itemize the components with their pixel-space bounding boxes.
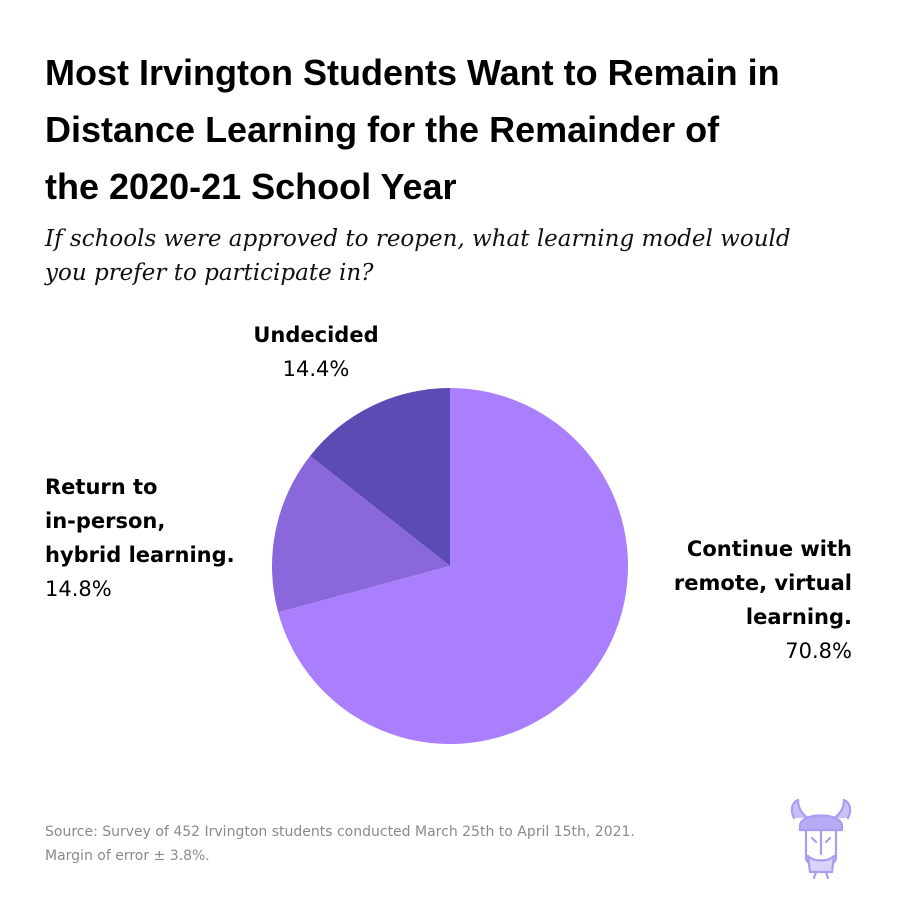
- chart-title-line: the 2020-21 School Year: [45, 166, 457, 207]
- slice-label-undecided: Undecided 14.4%: [246, 318, 386, 386]
- slice-label-value: 14.8%: [45, 577, 112, 601]
- chart-subtitle: If schools were approved to reopen, what…: [45, 222, 865, 290]
- slice-label-name-line: learning.: [745, 605, 852, 629]
- viking-helmet-logo-icon: [790, 798, 852, 880]
- slice-label-name-line: hybrid learning.: [45, 543, 235, 567]
- margin-of-error-line: Margin of error ± 3.8%.: [45, 848, 210, 864]
- chart-subtitle-line: If schools were approved to reopen, what…: [45, 226, 791, 252]
- source-note: Source: Survey of 452 Irvington students…: [45, 820, 635, 868]
- slice-label-inperson: Return to in-person, hybrid learning. 14…: [45, 470, 305, 606]
- slice-label-name-line: Continue with: [686, 537, 852, 561]
- slice-label-value: 70.8%: [785, 639, 852, 663]
- chart-title-line: Distance Learning for the Remainder of: [45, 109, 720, 150]
- slice-label-name-line: in-person,: [45, 509, 166, 533]
- slice-label-name: Return to in-person, hybrid learning.: [45, 470, 305, 572]
- pie-slice-remote: [278, 388, 628, 744]
- pie-slice-inperson: [271, 456, 450, 613]
- pie-slice-undecided: [310, 388, 450, 566]
- chart-title: Most Irvington Students Want to Remain i…: [45, 44, 845, 215]
- chart-title-line: Most Irvington Students Want to Remain i…: [45, 52, 780, 93]
- pie-chart: [271, 388, 628, 744]
- source-line: Source: Survey of 452 Irvington students…: [45, 824, 635, 840]
- slice-label-name-line: remote, virtual: [673, 571, 852, 595]
- slice-label-name: Undecided: [246, 318, 386, 352]
- chart-subtitle-line: you prefer to participate in?: [45, 260, 374, 286]
- slice-label-remote: Continue with remote, virtual learning. …: [592, 532, 852, 668]
- slice-label-value: 14.4%: [282, 357, 350, 381]
- slice-label-name-line: Return to: [45, 475, 158, 499]
- slice-label-name: Continue with remote, virtual learning.: [592, 532, 852, 634]
- slice-label-name-line: Undecided: [253, 323, 379, 347]
